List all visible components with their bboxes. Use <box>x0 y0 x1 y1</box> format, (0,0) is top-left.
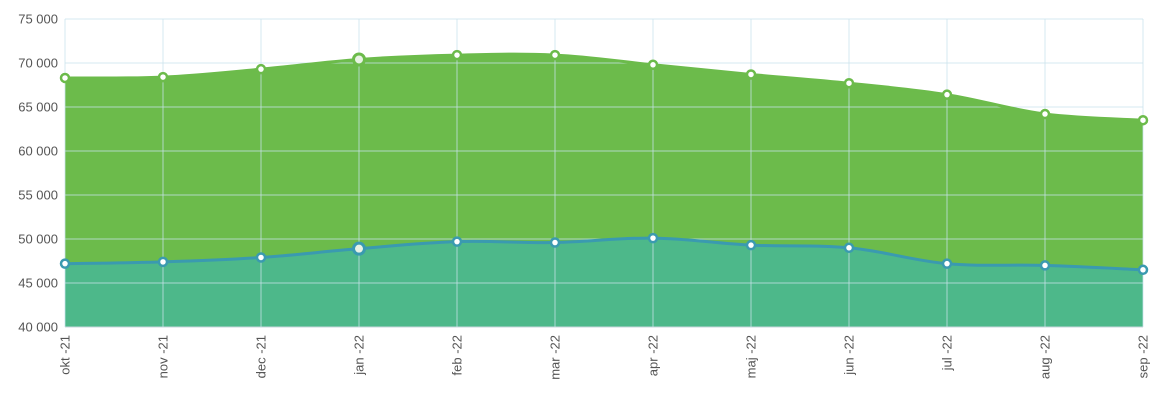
series-1-point[interactable] <box>451 49 463 61</box>
series-2-point[interactable] <box>352 241 366 256</box>
series-2-point[interactable] <box>1137 264 1149 276</box>
y-tick-label: 70 000 <box>18 56 58 71</box>
x-tick-label: apr -22 <box>646 335 661 376</box>
series-2-point[interactable] <box>843 242 855 254</box>
y-tick-label: 60 000 <box>18 144 58 159</box>
y-tick-label: 55 000 <box>18 188 58 203</box>
series-1-point[interactable] <box>157 71 169 83</box>
x-tick-label: nov -21 <box>156 335 171 378</box>
y-axis: 40 000 45 000 50 000 55 000 60 000 65 000 70 0… <box>18 12 58 335</box>
series-2-point[interactable] <box>451 236 463 247</box>
data-points <box>59 49 1149 276</box>
x-tick-label: dec -21 <box>254 335 269 378</box>
y-tick-label: 75 000 <box>18 12 58 27</box>
series-1-point[interactable] <box>1039 108 1051 120</box>
x-axis: okt -21 nov -21 dec -21 jan -22 feb -22 mar -… <box>58 335 1151 380</box>
series-1-point[interactable] <box>59 72 71 84</box>
series-1-line <box>64 52 1144 122</box>
y-tick-label: 50 000 <box>18 232 58 247</box>
x-tick-label: jul -22 <box>940 335 955 371</box>
x-tick-label: jun -22 <box>842 335 857 376</box>
series-2-point[interactable] <box>549 237 561 248</box>
series-1-point[interactable] <box>549 49 561 61</box>
y-tick-label: 40 000 <box>18 320 58 335</box>
x-tick-label: aug -22 <box>1038 335 1053 379</box>
y-tick-label: 45 000 <box>18 276 58 291</box>
series-1-point[interactable] <box>843 77 855 89</box>
series-2-point[interactable] <box>745 239 757 251</box>
series-1-point[interactable] <box>745 69 757 80</box>
x-tick-label: jan -22 <box>352 335 367 376</box>
series-2-point[interactable] <box>1039 260 1051 271</box>
series-2-line <box>64 236 1144 272</box>
series-2-point[interactable] <box>255 252 267 263</box>
series-1-point[interactable] <box>352 52 366 67</box>
series-lines <box>64 52 1144 272</box>
x-tick-label: sep -22 <box>1136 335 1151 378</box>
x-tick-label: maj -22 <box>744 335 759 378</box>
y-tick-label: 65 000 <box>18 100 58 115</box>
area-fills <box>65 54 1143 327</box>
series-1-point[interactable] <box>1137 114 1149 126</box>
series-2-point[interactable] <box>647 232 659 244</box>
x-tick-label: feb -22 <box>450 335 465 375</box>
series-1-point[interactable] <box>255 63 267 75</box>
x-tick-label: okt -21 <box>58 335 73 375</box>
series-1-point[interactable] <box>941 89 953 100</box>
series-1-point[interactable] <box>647 59 659 71</box>
series-2-point[interactable] <box>941 258 953 269</box>
series-2-point[interactable] <box>157 256 169 268</box>
x-tick-label: mar -22 <box>548 335 563 380</box>
series-2-point[interactable] <box>59 258 71 269</box>
